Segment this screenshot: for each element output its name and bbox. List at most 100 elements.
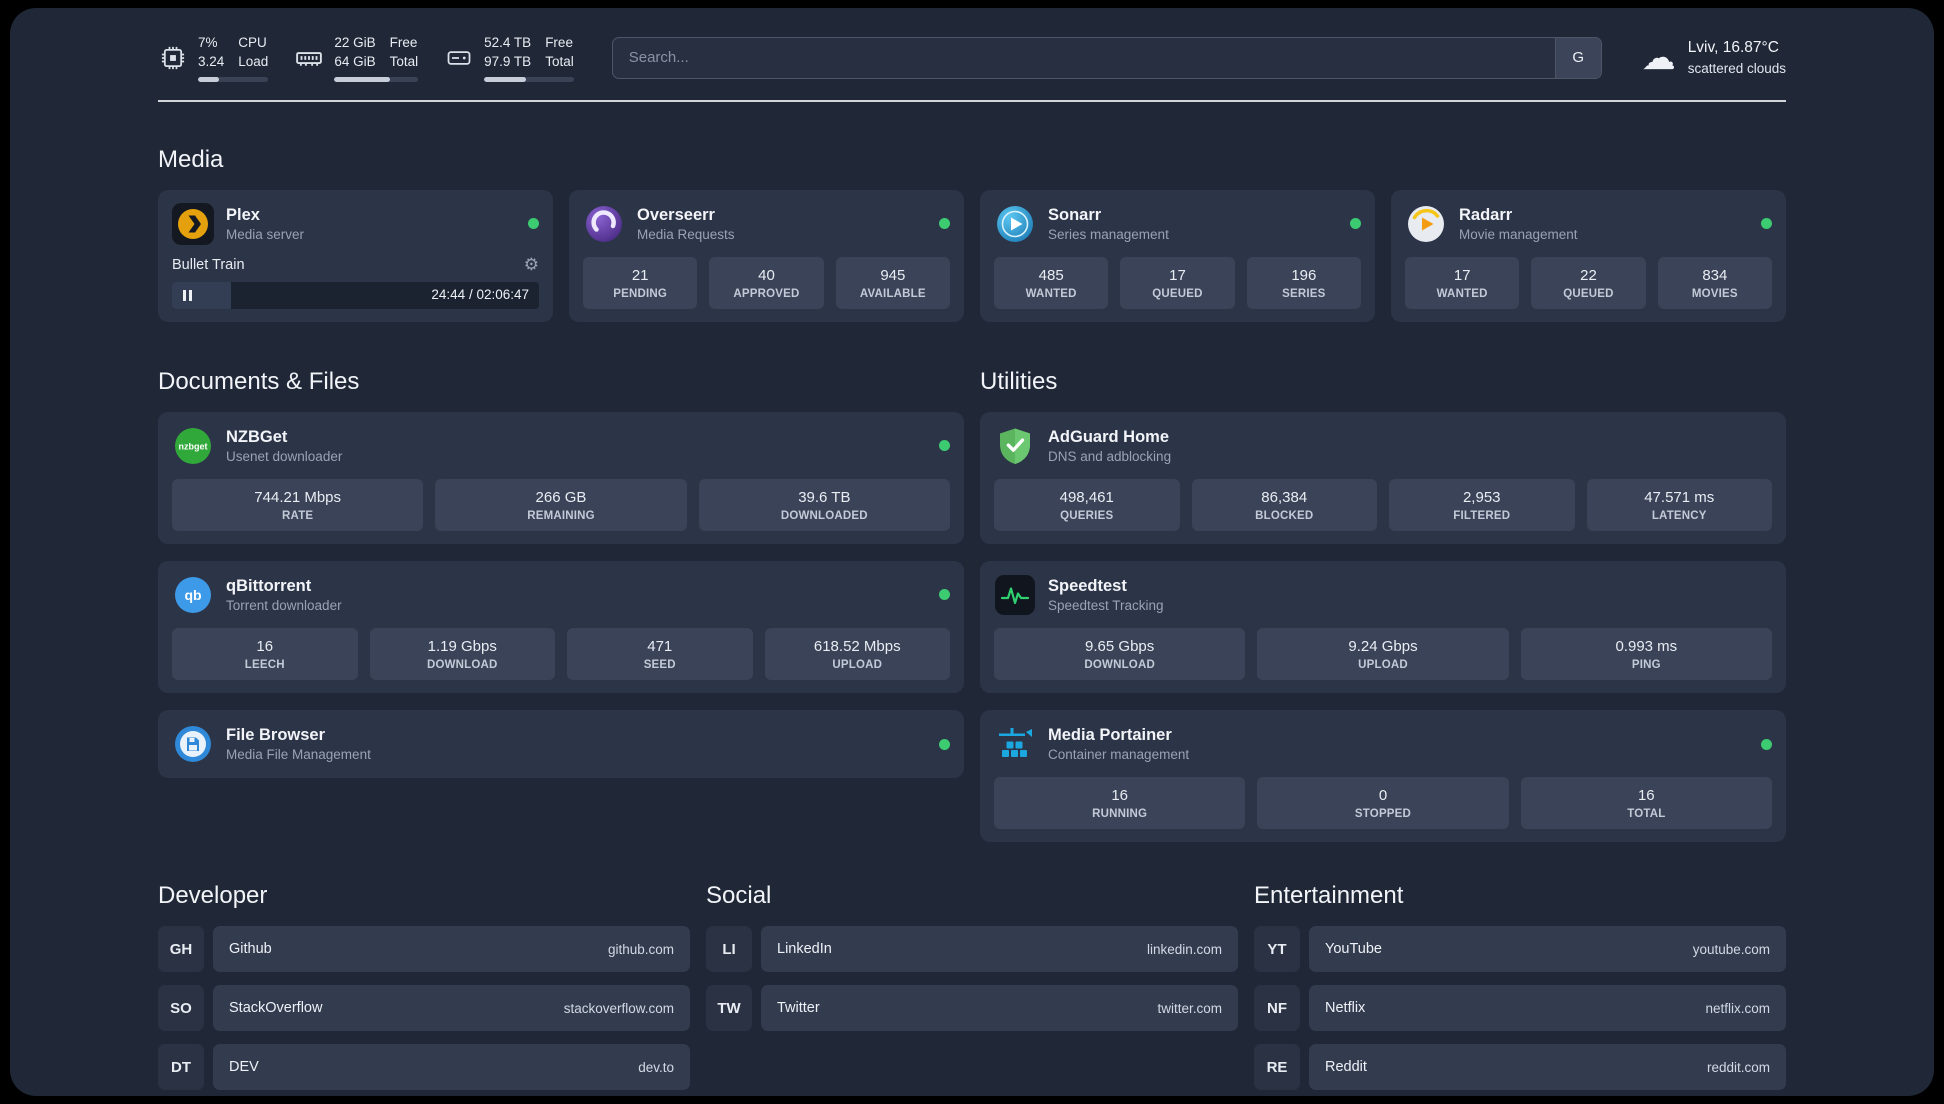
service-subtitle: DNS and adblocking	[1048, 448, 1172, 464]
bookmark-youtube[interactable]: YT YouTube youtube.com	[1254, 926, 1786, 973]
service-card-filebrowser[interactable]: File Browser Media File Management	[158, 710, 964, 779]
stat-label: SEED	[643, 658, 676, 671]
playback-time: 24:44 / 02:06:47	[431, 286, 529, 302]
bookmark-name: Github	[229, 941, 272, 958]
status-dot-online	[1350, 218, 1361, 230]
service-subtitle: Media File Management	[226, 747, 371, 763]
service-card-plex[interactable]: Plex Media server Bullet Train ⚙ 24:44 /…	[158, 189, 553, 322]
service-name: Sonarr	[1048, 205, 1102, 224]
bookmarks-social-section: Social LI LinkedIn linkedin.com TW Twitt…	[706, 882, 1238, 1090]
filebrowser-icon	[172, 723, 214, 765]
disk-stat-chip: 52.4 TB 97.9 TB Free Total	[444, 34, 574, 82]
service-card-portainer[interactable]: Media Portainer Container management 16 …	[980, 710, 1786, 843]
service-name: Speedtest	[1048, 576, 1127, 595]
service-name: File Browser	[226, 725, 326, 744]
stat-label: DOWNLOAD	[1084, 658, 1155, 671]
svg-text:qb: qb	[184, 587, 201, 603]
service-name: Plex	[226, 205, 260, 224]
stat-label: RATE	[282, 509, 314, 522]
bookmark-netflix[interactable]: NF Netflix netflix.com	[1254, 985, 1786, 1032]
disk-free: 52.4 TB	[484, 35, 532, 50]
bookmark-name: Twitter	[777, 1000, 820, 1017]
service-card-radarr[interactable]: Radarr Movie management 17 WANTED 22 QUE…	[1391, 189, 1786, 322]
bookmarks-entertainment-section: Entertainment YT YouTube youtube.com NF …	[1254, 882, 1786, 1091]
section-title-social: Social	[706, 882, 772, 910]
bookmark-github[interactable]: GH Github github.com	[158, 926, 690, 973]
cpu-percent: 7%	[198, 35, 218, 50]
memory-stat-chip: 22 GiB 64 GiB Free Total	[294, 34, 419, 82]
disk-free-label: Free	[545, 35, 573, 50]
bookmark-name: Netflix	[1325, 1000, 1366, 1017]
utilities-section: Utilities AdGuard Home	[980, 324, 1786, 843]
bookmark-stackoverflow[interactable]: SO StackOverflow stackoverflow.com	[158, 985, 690, 1032]
stat-label: DOWNLOADED	[780, 509, 868, 522]
stat-value: 744.21 Mbps	[254, 488, 342, 506]
bookmark-reddit[interactable]: RE Reddit reddit.com	[1254, 1044, 1786, 1091]
bookmark-twitter[interactable]: TW Twitter twitter.com	[706, 985, 1238, 1032]
section-title-utilities: Utilities	[980, 367, 1058, 395]
cloud-icon: ☁	[1641, 38, 1676, 77]
service-card-qbittorrent[interactable]: qb qBittorrent Torrent downloader 16 LEE…	[158, 560, 964, 694]
stat-label: RUNNING	[1092, 808, 1148, 821]
stat-label: SERIES	[1282, 287, 1326, 300]
memory-free: 22 GiB	[334, 35, 376, 50]
stat-value: 22	[1580, 266, 1597, 284]
stat-value: 0.993 ms	[1615, 637, 1678, 655]
twitter-icon: TW	[706, 985, 752, 1032]
bookmark-dev[interactable]: DT DEV dev.to	[158, 1044, 690, 1091]
section-title-developer: Developer	[158, 882, 268, 910]
stat-tile: 618.52 Mbps UPLOAD	[764, 627, 950, 681]
service-subtitle: Media server	[226, 226, 305, 242]
stat-tile: 9.24 Gbps UPLOAD	[1257, 627, 1509, 681]
service-card-adguard[interactable]: AdGuard Home DNS and adblocking 498,461 …	[980, 411, 1786, 544]
service-card-nzbget[interactable]: nzbget NZBGet Usenet downloader 744.21 M…	[158, 411, 964, 544]
stackoverflow-icon: SO	[158, 985, 204, 1032]
search-engine-button[interactable]: G	[1554, 37, 1601, 78]
bookmark-url: youtube.com	[1692, 941, 1770, 957]
memory-total-label: Total	[389, 53, 419, 69]
gear-icon[interactable]: ⚙	[523, 254, 539, 274]
disk-progress-fill	[484, 76, 527, 82]
bookmark-url: twitter.com	[1157, 1000, 1222, 1016]
bookmark-url: dev.to	[638, 1059, 674, 1075]
cpu-icon	[158, 43, 188, 73]
status-dot-online	[528, 218, 539, 230]
status-dot-online	[939, 589, 950, 601]
stat-label: WANTED	[1436, 287, 1488, 300]
service-card-overseerr[interactable]: Overseerr Media Requests 21 PENDING 40 A…	[569, 189, 964, 322]
service-subtitle: Series management	[1048, 226, 1169, 242]
stat-label: QUEUED	[1152, 287, 1203, 300]
stat-tile: 266 GB REMAINING	[435, 478, 687, 531]
disk-progress-bar	[484, 76, 574, 82]
bookmark-linkedin[interactable]: LI LinkedIn linkedin.com	[706, 926, 1238, 973]
service-name: Overseerr	[637, 205, 715, 224]
pause-icon[interactable]	[183, 289, 192, 301]
netflix-icon: NF	[1254, 985, 1300, 1032]
stat-tile: 2,953 FILTERED	[1389, 478, 1575, 531]
stat-label: FILTERED	[1453, 509, 1511, 522]
sonarr-icon	[994, 203, 1036, 245]
stat-value: 17	[1169, 266, 1186, 284]
status-dot-online	[939, 218, 950, 230]
stat-value: 266 GB	[535, 488, 587, 506]
documents-section: Documents & Files nzbget NZBGet U	[158, 324, 964, 779]
stat-value: 9.24 Gbps	[1348, 637, 1418, 655]
service-card-speedtest[interactable]: Speedtest Speedtest Tracking 9.65 Gbps D…	[980, 560, 1786, 694]
stat-tile: 17 QUEUED	[1120, 256, 1235, 309]
search-input[interactable]	[612, 37, 1555, 78]
stat-label: UPLOAD	[832, 658, 883, 671]
playback-progress-bar[interactable]: 24:44 / 02:06:47	[172, 281, 539, 309]
stat-label: WANTED	[1025, 287, 1077, 300]
memory-free-label: Free	[389, 35, 418, 50]
weather-widget[interactable]: ☁ Lviv, 16.87°C scattered clouds	[1642, 37, 1786, 79]
service-card-sonarr[interactable]: Sonarr Series management 485 WANTED 17 Q…	[980, 189, 1375, 322]
plex-icon	[172, 202, 214, 245]
memory-progress-fill	[334, 76, 390, 82]
now-playing-title: Bullet Train	[172, 256, 245, 273]
stat-tile: 47.571 ms LATENCY	[1586, 478, 1772, 531]
adguard-icon	[994, 425, 1036, 467]
ram-icon	[294, 43, 324, 73]
stat-tile: 471 SEED	[567, 627, 753, 681]
playback-progress-fill	[172, 281, 231, 309]
bookmark-url: netflix.com	[1705, 1000, 1770, 1016]
